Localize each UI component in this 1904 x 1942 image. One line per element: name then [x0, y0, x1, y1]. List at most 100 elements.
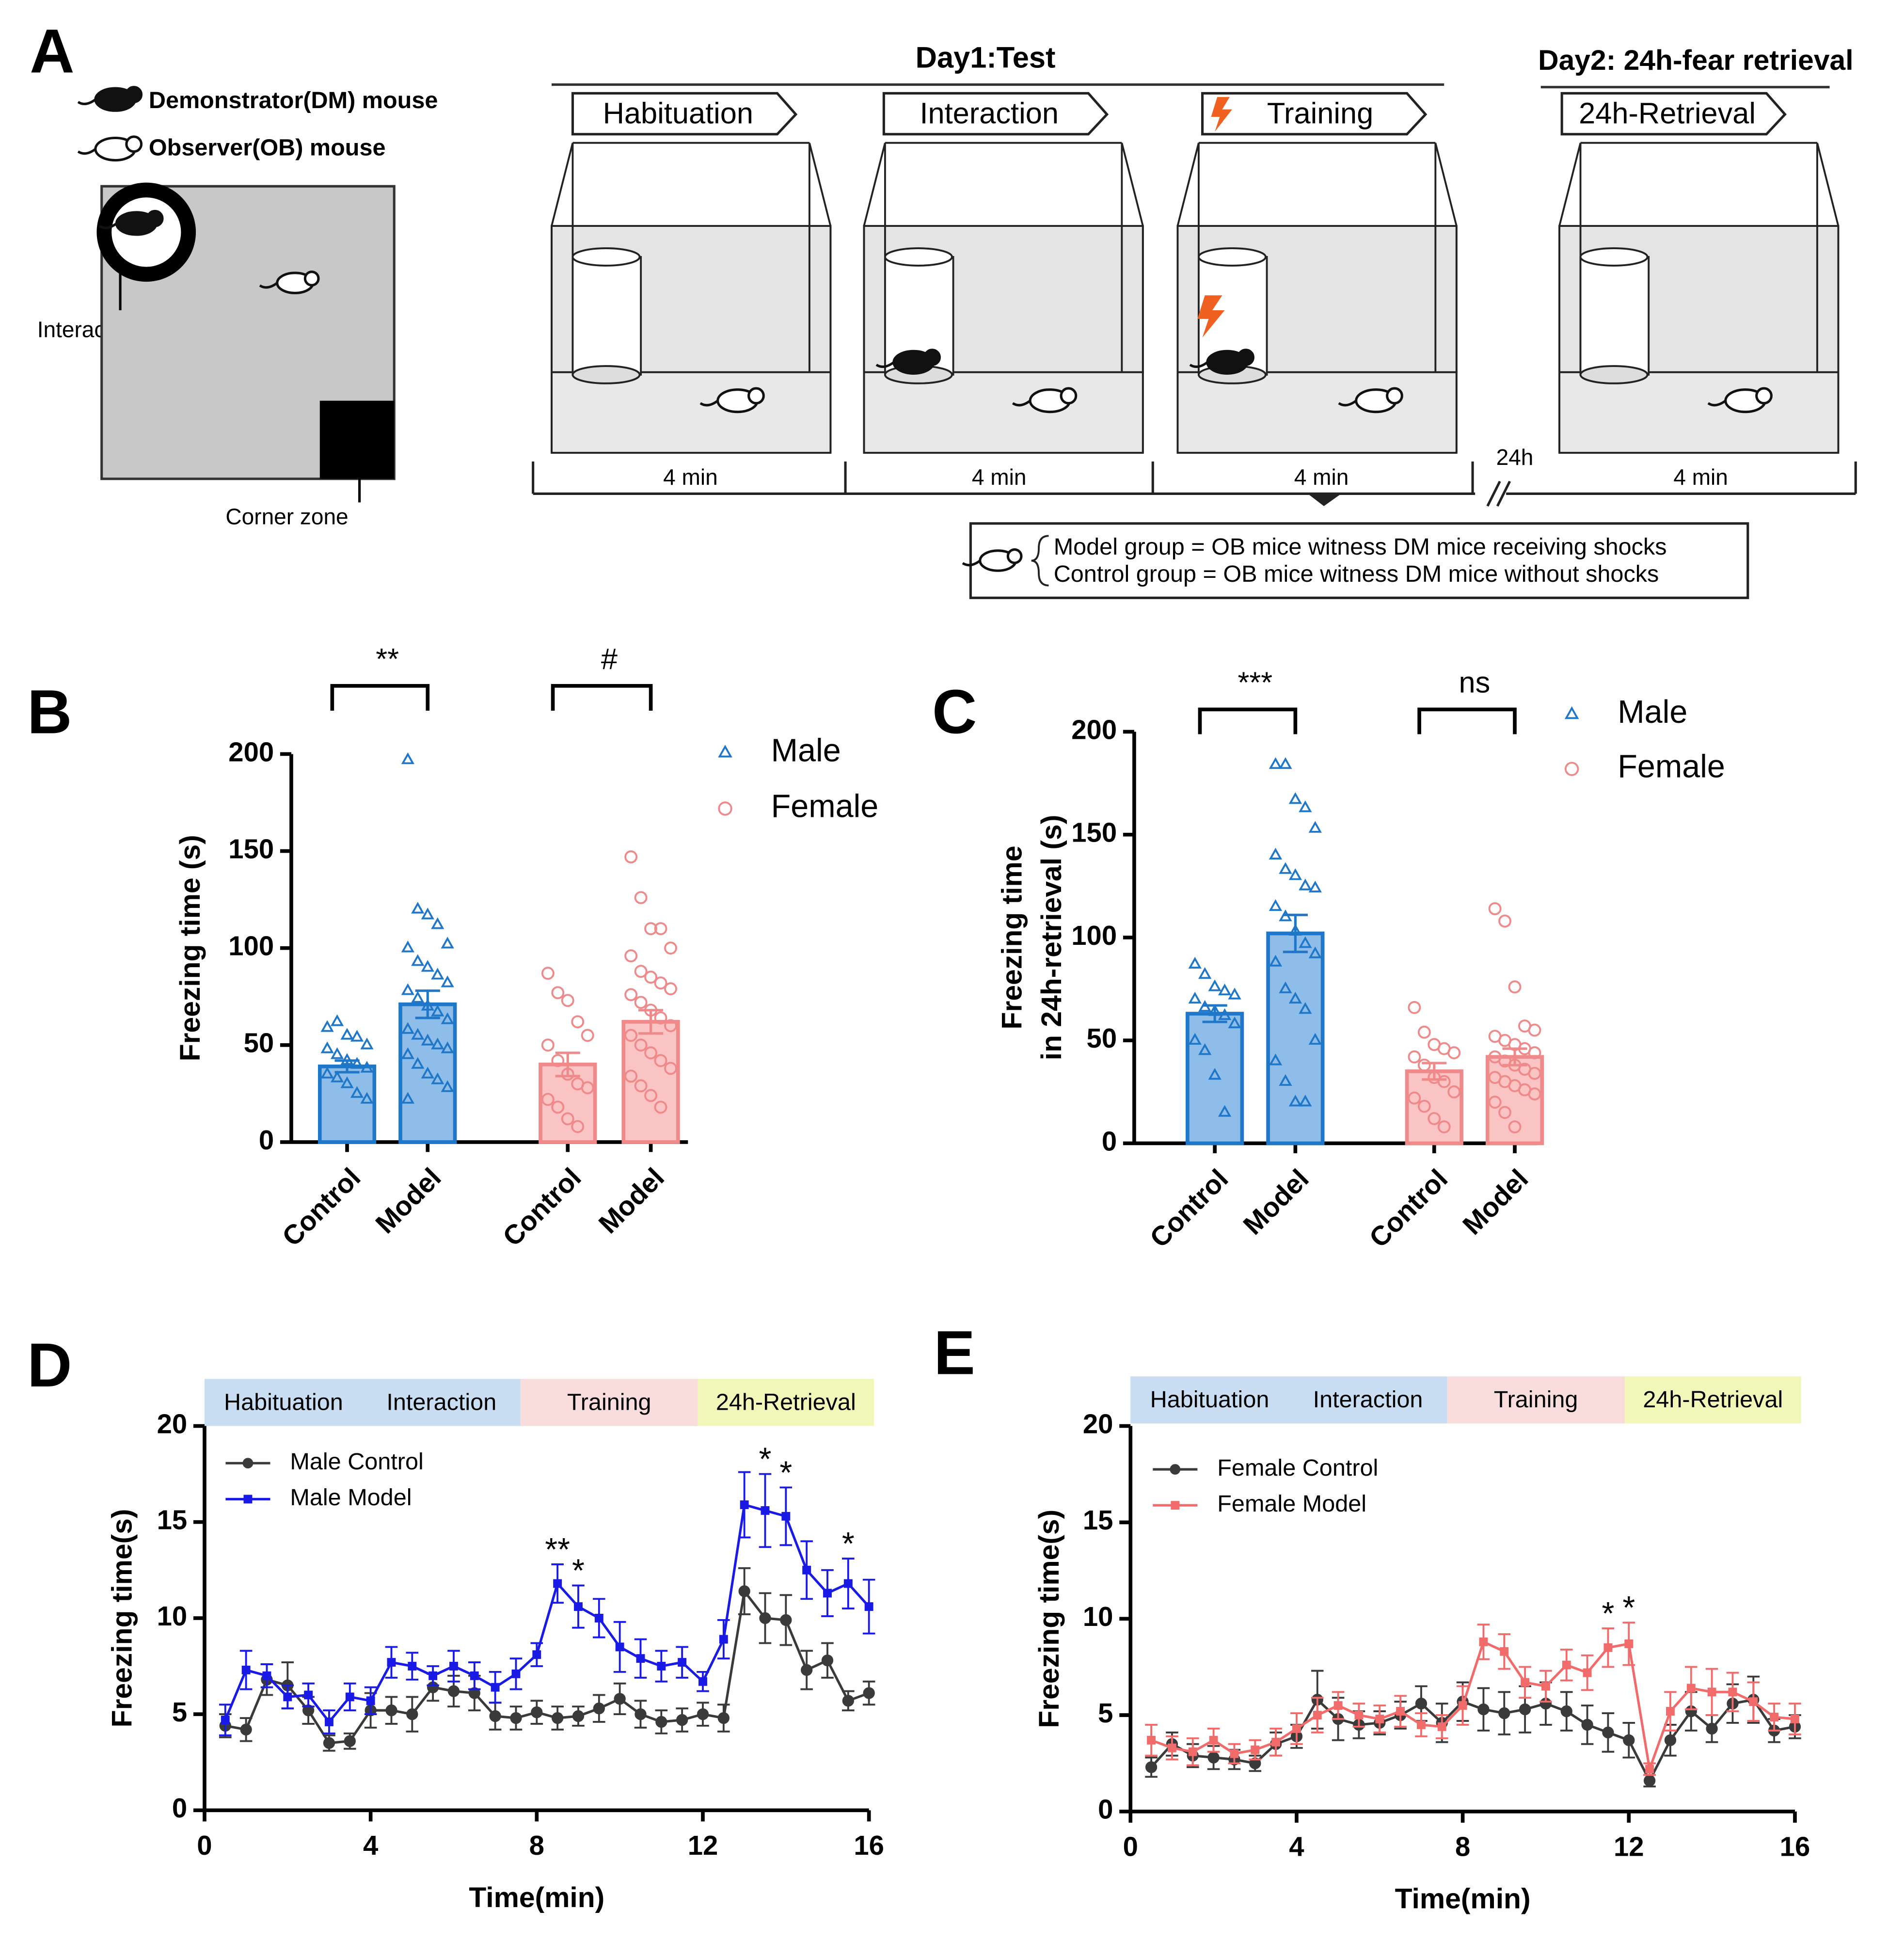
legend-label: Female	[771, 789, 879, 825]
point	[1447, 1085, 1461, 1098]
point	[431, 1037, 444, 1050]
point	[1188, 991, 1202, 1004]
error-bar	[1502, 1047, 1527, 1067]
point	[401, 1047, 414, 1059]
point	[561, 994, 574, 1007]
mouse-icon	[1386, 387, 1403, 405]
cylinder	[1197, 247, 1267, 267]
point	[421, 1034, 434, 1046]
point	[1269, 847, 1283, 860]
x-tick-label: 0	[197, 1830, 212, 1861]
point	[431, 1004, 444, 1017]
mouse-icon	[1189, 361, 1208, 368]
point	[1228, 987, 1241, 1000]
chamber-floor	[1558, 371, 1840, 454]
point	[421, 960, 434, 972]
point	[1408, 1001, 1421, 1014]
point	[1308, 821, 1322, 833]
point	[1500, 1647, 1509, 1656]
point	[634, 1038, 648, 1052]
point	[344, 1735, 356, 1747]
point	[718, 801, 732, 816]
point	[1437, 1120, 1451, 1133]
significance-bracket	[1417, 707, 1517, 734]
mouse-icon	[303, 271, 320, 287]
point	[644, 1046, 658, 1060]
significance-bracket	[330, 684, 430, 711]
corner-zone	[319, 400, 395, 479]
stage-arrow	[882, 92, 1109, 136]
y-axis-title: Freezing time (s)	[175, 835, 206, 1061]
point	[1218, 1105, 1232, 1117]
y-tick-label: 20	[1083, 1408, 1113, 1439]
point	[1528, 1067, 1541, 1080]
point	[1269, 899, 1283, 911]
point	[1279, 981, 1292, 993]
point	[1299, 800, 1312, 812]
point	[1269, 1053, 1283, 1066]
point	[1218, 1008, 1232, 1020]
point	[1228, 1016, 1241, 1029]
day-title: Day1:Test	[916, 41, 1056, 75]
point	[644, 971, 658, 984]
point	[615, 1642, 624, 1652]
point	[1707, 1687, 1716, 1697]
point	[863, 1687, 875, 1699]
legend-label: Demonstrator(DM) mouse	[149, 87, 438, 113]
mouse-icon	[747, 387, 765, 405]
point	[581, 1029, 594, 1042]
error-bar	[1202, 1004, 1227, 1023]
mouse-icon	[77, 98, 96, 105]
cylinder	[884, 247, 953, 267]
point	[1308, 1033, 1322, 1045]
point	[780, 1614, 792, 1626]
point	[411, 1028, 425, 1040]
point	[532, 1650, 541, 1659]
mouse-icon	[77, 148, 96, 155]
point	[634, 965, 648, 978]
point	[447, 1685, 460, 1697]
stage-label: Habituation	[603, 97, 753, 130]
legend-label: Observer(OB) mouse	[149, 134, 386, 160]
point	[1581, 1719, 1593, 1731]
point	[1313, 1711, 1322, 1719]
duration-label: 4 min	[663, 464, 718, 490]
panel-letter: A	[30, 17, 74, 86]
panel-letter: D	[27, 1331, 72, 1400]
point	[624, 850, 638, 864]
point	[634, 1079, 648, 1093]
y-tick-label: 0	[259, 1125, 274, 1155]
point	[401, 1022, 414, 1034]
point	[634, 996, 648, 1009]
point	[1770, 1713, 1779, 1721]
mouse-icon	[923, 349, 941, 366]
y-tick-label: 0	[1098, 1794, 1113, 1825]
x-tick-label: 4	[1289, 1831, 1304, 1862]
y-tick-label: 200	[1071, 714, 1117, 745]
point	[1299, 878, 1312, 891]
point	[1333, 1701, 1343, 1710]
point	[1488, 1096, 1502, 1109]
point	[411, 954, 425, 966]
point	[843, 1579, 853, 1588]
error-bar	[1283, 913, 1308, 954]
significance-label: ***	[1238, 666, 1272, 699]
mouse-icon	[875, 361, 895, 368]
cylinder	[1579, 365, 1649, 384]
legend-label: Male Model	[290, 1484, 412, 1511]
point	[411, 991, 425, 1003]
group-note: Control group = OB mice witness DM mice …	[1054, 561, 1659, 587]
phase-label: 24h-Retrieval	[716, 1389, 856, 1415]
point	[1521, 1678, 1530, 1687]
mouse-icon	[699, 399, 719, 407]
x-axis-title: Time(min)	[1395, 1883, 1531, 1914]
point	[541, 1093, 555, 1106]
point	[1458, 1701, 1467, 1710]
group-note: Model group = OB mice witness DM mice re…	[1054, 534, 1667, 560]
significance-label: *	[842, 1526, 855, 1562]
y-axis-title: Freezing time	[996, 845, 1028, 1029]
point	[717, 1712, 730, 1724]
point	[1728, 1687, 1737, 1697]
x-axis-title: Time(min)	[469, 1882, 604, 1913]
point	[1171, 1501, 1180, 1510]
